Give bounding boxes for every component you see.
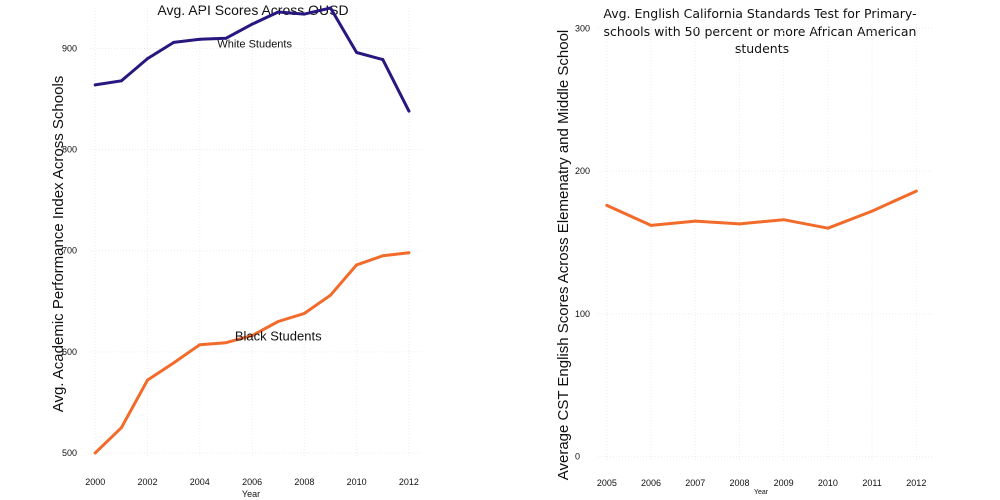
- left-data-point: [146, 378, 149, 382]
- right-x-tick-label: 2007: [685, 478, 705, 488]
- right-data-point: [693, 219, 697, 223]
- left-data-point: [276, 10, 280, 14]
- left-data-point: [276, 320, 280, 323]
- right-y-tick-label: 0: [575, 452, 580, 462]
- right-data-point: [738, 222, 741, 226]
- left-data-point: [250, 334, 254, 338]
- left-data-point: [250, 22, 254, 26]
- left-data-point: [224, 341, 228, 345]
- left-data-point: [172, 40, 176, 44]
- left-data-point: [198, 343, 202, 347]
- left-data-point: [302, 311, 306, 315]
- left-annotation-1: Black Students: [235, 329, 322, 344]
- right-y-tick-label: 300: [575, 23, 590, 33]
- cst-chart-x-axis-label: Year: [754, 489, 769, 496]
- right-data-point: [782, 218, 786, 222]
- cst-english-chart: Avg. English California Standards Test f…: [555, 6, 934, 496]
- right-data-point: [914, 189, 918, 193]
- left-data-point: [329, 6, 332, 10]
- left-y-tick-label: 800: [62, 145, 77, 155]
- right-x-tick-label: 2005: [597, 478, 617, 488]
- right-y-tick-label: 200: [575, 166, 590, 176]
- left-x-tick-label: 2006: [242, 477, 262, 487]
- left-data-point: [93, 451, 97, 455]
- right-x-tick-label: 2009: [774, 478, 794, 488]
- left-data-point: [146, 57, 149, 60]
- right-data-point: [605, 203, 609, 207]
- right-data-point: [870, 209, 874, 213]
- cst-chart-title-line-2: schools with 50 percent or more African …: [604, 24, 917, 39]
- left-data-point: [407, 109, 411, 113]
- left-y-tick-label: 900: [62, 43, 77, 53]
- left-data-point: [119, 426, 123, 430]
- right-y-tick-label: 100: [575, 309, 590, 319]
- cst-chart-title-line-3: students: [735, 41, 789, 56]
- left-data-point: [355, 51, 359, 54]
- api-chart-x-axis-label: Year: [242, 489, 260, 499]
- right-x-tick-label: 2012: [906, 478, 926, 488]
- api-chart-y-axis-label: Avg. Academic Performance Index Across S…: [50, 76, 67, 413]
- left-x-tick-label: 2008: [294, 477, 314, 487]
- left-data-point: [93, 83, 97, 87]
- right-x-tick-label: 2006: [641, 478, 661, 488]
- right-x-tick-label: 2010: [818, 478, 838, 488]
- right-data-point: [826, 226, 830, 230]
- right-series-line-0: [605, 189, 918, 230]
- cst-chart-title: Avg. English California Standards Test f…: [603, 6, 920, 56]
- api-scores-chart: Avg. API Scores Across OUSD 500600700800…: [50, 2, 422, 499]
- left-data-point: [172, 361, 176, 365]
- left-data-point: [381, 58, 385, 61]
- left-annotation-0: White Students: [217, 38, 292, 50]
- left-data-point: [198, 37, 202, 41]
- left-data-point: [355, 263, 359, 267]
- left-y-tick-label: 700: [62, 246, 77, 256]
- left-x-tick-label: 2012: [399, 477, 419, 487]
- cst-chart-y-axis-label: Average CST English Scores Across Elemen…: [555, 30, 572, 481]
- cst-chart-title-line-1: Avg. English California Standards Test f…: [603, 6, 916, 21]
- left-data-point: [329, 293, 332, 297]
- left-x-tick-label: 2000: [85, 477, 105, 487]
- left-y-tick-label: 500: [62, 448, 77, 458]
- left-x-tick-label: 2002: [137, 477, 157, 487]
- left-data-point: [302, 12, 306, 16]
- left-x-tick-label: 2004: [190, 477, 210, 487]
- left-data-point: [224, 36, 228, 40]
- left-y-tick-label: 600: [62, 347, 77, 357]
- right-x-tick-label: 2011: [862, 478, 881, 488]
- left-x-tick-label: 2010: [347, 477, 367, 487]
- left-data-point: [381, 254, 385, 258]
- left-data-point: [119, 79, 123, 83]
- right-x-tick-label: 2008: [729, 478, 749, 488]
- right-data-point: [649, 223, 653, 227]
- left-data-point: [407, 251, 411, 255]
